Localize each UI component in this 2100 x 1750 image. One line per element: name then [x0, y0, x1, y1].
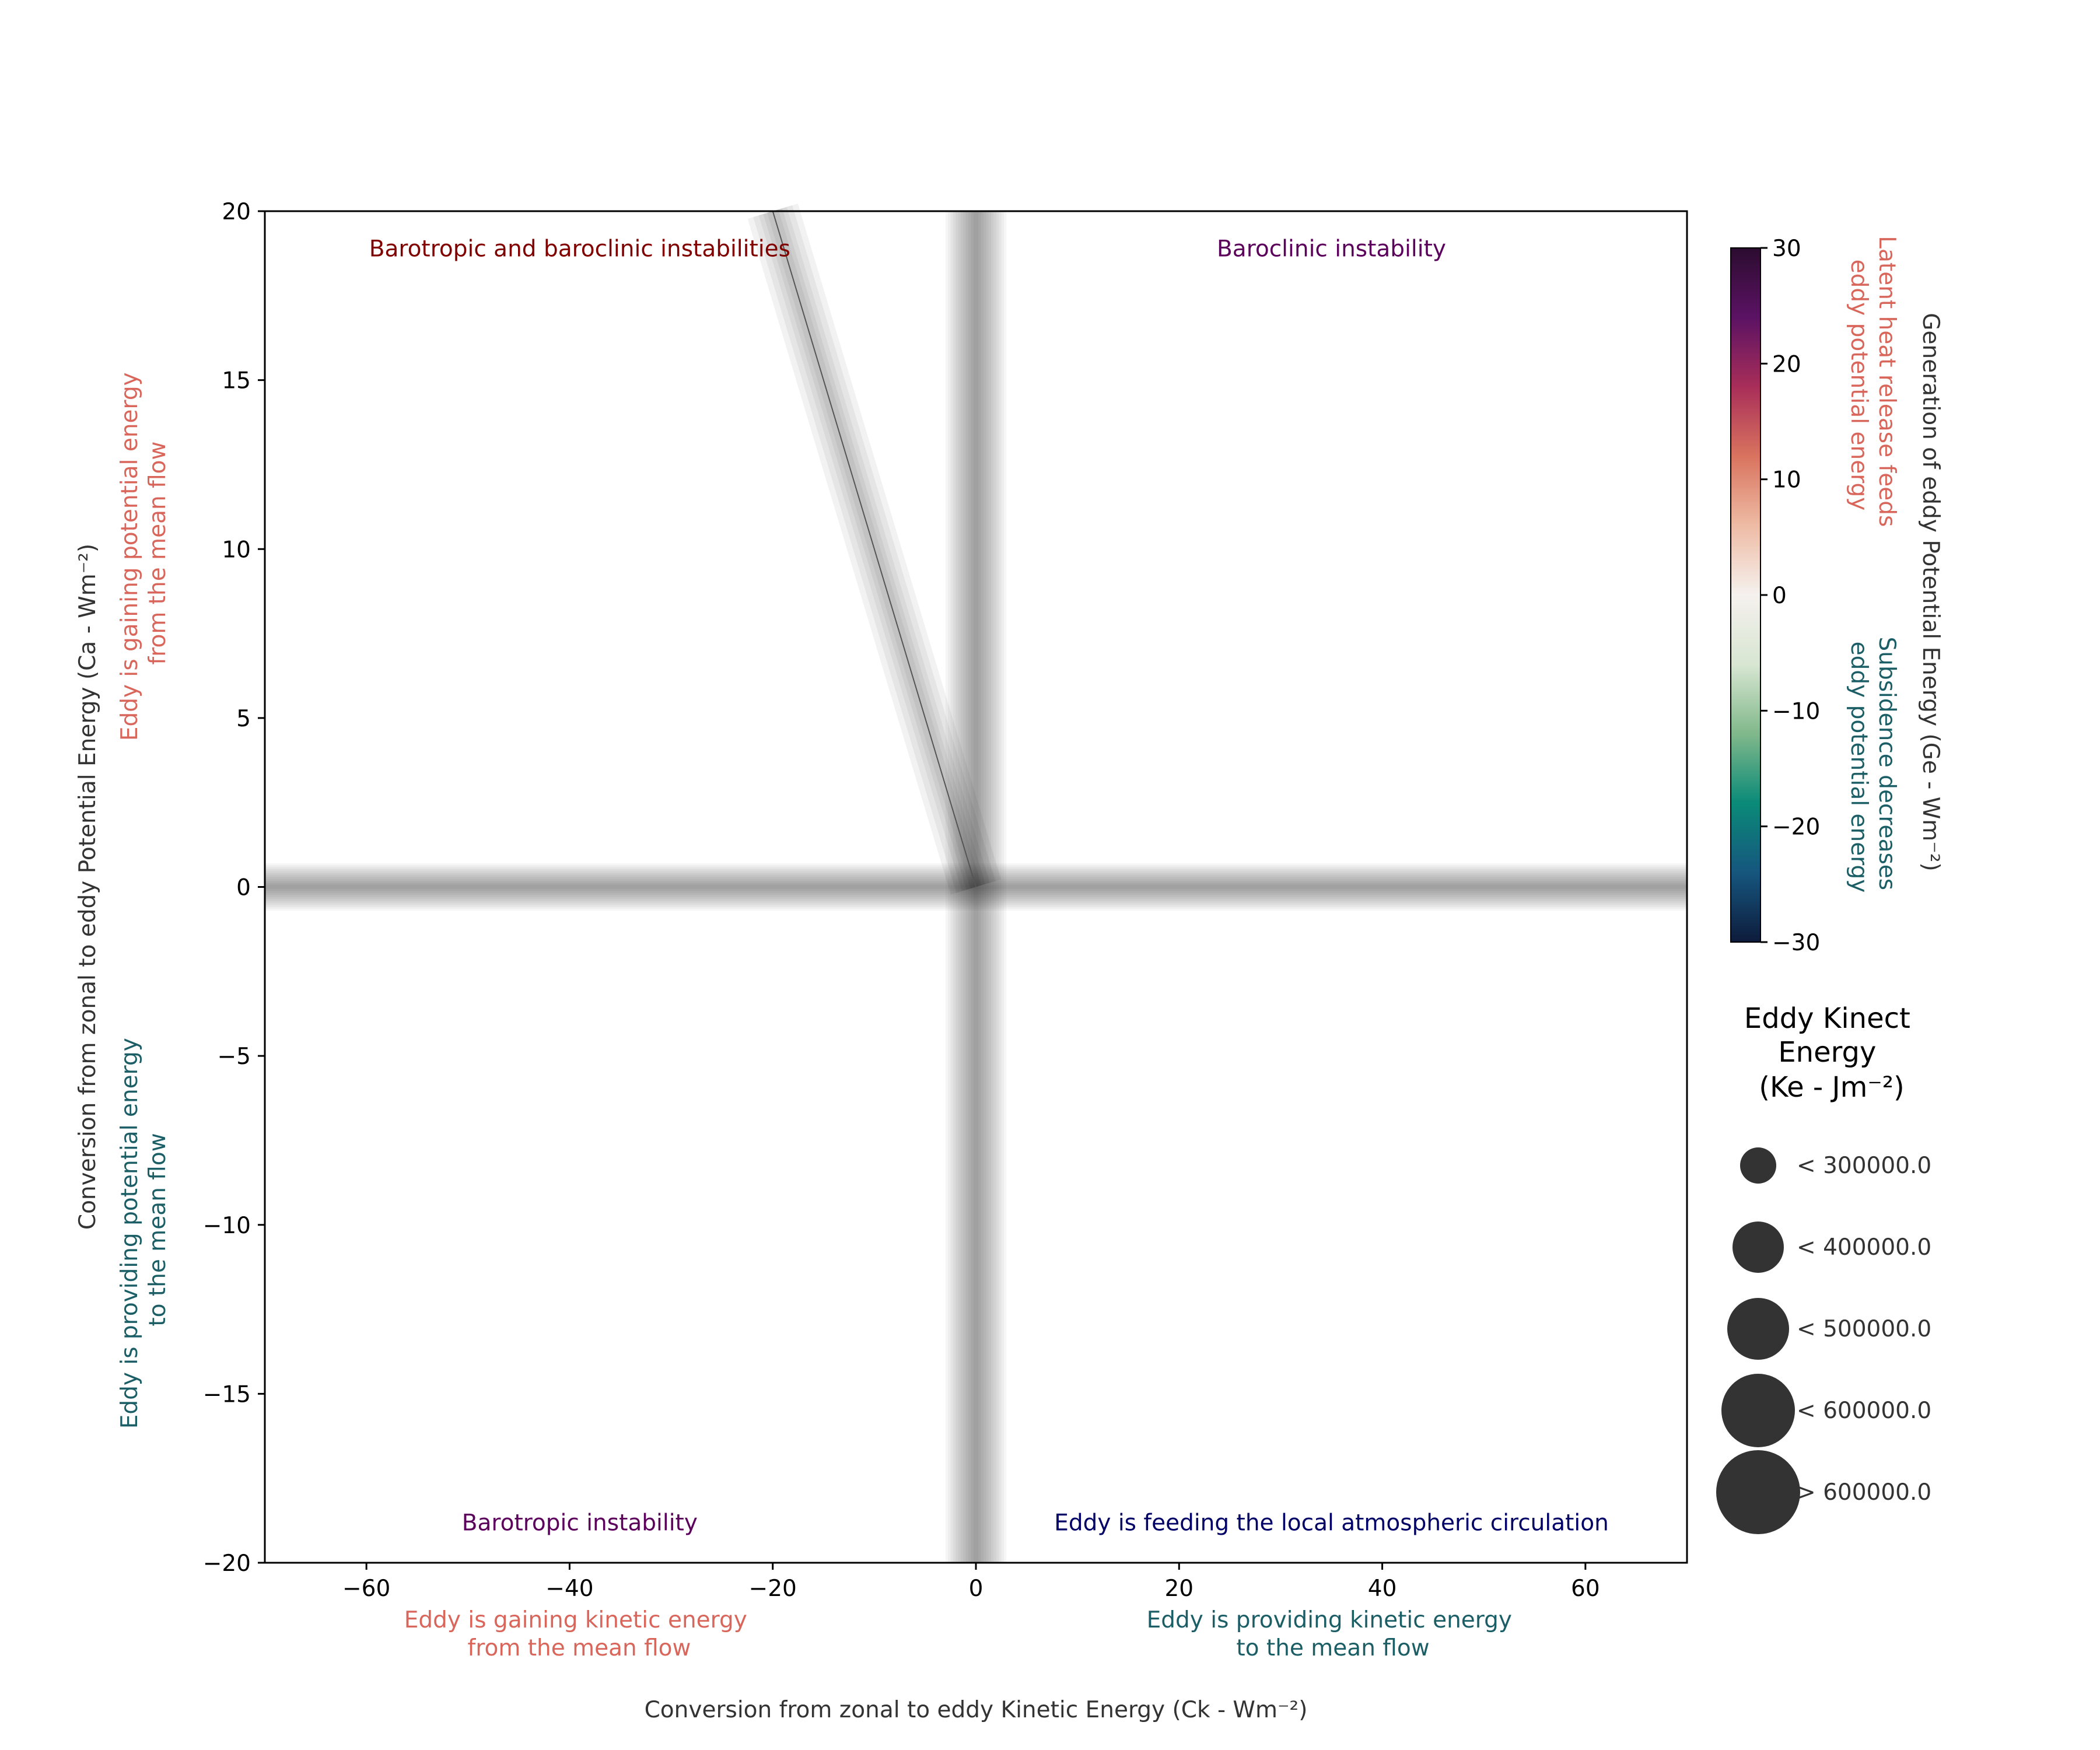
y-axis-label: Conversion from zonal to eddy Potential …: [75, 544, 101, 1230]
colorbar-positive-note: Latent heat release feeds eddy potential…: [1846, 236, 1900, 534]
colorbar-tick-label: −30: [1772, 930, 1820, 956]
quadrant-label: Barotropic instability: [462, 1510, 698, 1536]
colorbar-ticks: −30 −20 −10 0 10 20 30: [1760, 236, 1820, 956]
y-tick-label: 5: [236, 706, 251, 732]
y-tick-label: −20: [203, 1550, 251, 1577]
y-negative-note: Eddy is providing potential energy to th…: [117, 1031, 171, 1429]
size-legend-label: < 500000.0: [1797, 1316, 1931, 1342]
x-tick-label: −60: [342, 1576, 390, 1602]
quadrant-label: Eddy is feeding the local atmospheric ci…: [1054, 1510, 1609, 1536]
x-axis-label: Conversion from zonal to eddy Kinetic En…: [645, 1697, 1308, 1723]
size-legend-label: < 300000.0: [1797, 1153, 1931, 1179]
colorbar-tick-label: −10: [1772, 698, 1820, 724]
y-tick-label: −15: [203, 1381, 251, 1408]
y-positive-note: Eddy is gaining potential energy from th…: [117, 365, 171, 741]
y-tick-label: 20: [222, 199, 251, 225]
y-tick-label: −10: [203, 1213, 251, 1239]
y-tick-label: 10: [222, 537, 251, 563]
colorbar-tick-label: 10: [1772, 467, 1801, 494]
y-tick-label: 15: [222, 368, 251, 394]
y-tick-label: 0: [236, 875, 251, 901]
y-axis-ticks: −20 −15 −10 −5 0 5 10 15 20: [203, 199, 265, 1577]
colorbar-negative-note: Subsidence decreases eddy potential ener…: [1846, 637, 1900, 898]
x-tick-label: −40: [545, 1576, 593, 1602]
size-legend-title: Eddy Kinect Energy (Ke - Jm⁻²): [1744, 1002, 1919, 1104]
x-axis-ticks: −60 −40 −20 0 20 40 60: [342, 1563, 1600, 1602]
colorbar-label: Generation of eddy Potential Energy (Ge …: [1917, 313, 1944, 871]
size-legend-marker: [1716, 1450, 1800, 1534]
size-legend-marker: [1727, 1298, 1789, 1360]
x-negative-note: Eddy is gaining kinetic energy from the …: [404, 1607, 755, 1661]
size-legend-marker: [1740, 1147, 1776, 1184]
y-tick-label: −5: [218, 1044, 251, 1070]
colorbar-tick-label: 20: [1772, 351, 1801, 377]
x-tick-label: −20: [749, 1576, 797, 1602]
quadrant-label: Baroclinic instability: [1217, 236, 1446, 262]
colorbar-tick-label: 0: [1772, 583, 1787, 609]
x-positive-note: Eddy is providing kinetic energy to the …: [1147, 1607, 1520, 1661]
quadrant-labels: Barotropic and baroclinic instabilities B…: [369, 236, 1609, 1536]
size-legend-label: < 400000.0: [1797, 1234, 1931, 1261]
size-legend-label: > 600000.0: [1797, 1479, 1931, 1506]
x-tick-label: 20: [1164, 1576, 1194, 1602]
quadrant-label: Barotropic and baroclinic instabilities: [369, 236, 790, 262]
size-legend-marker: [1721, 1374, 1795, 1447]
size-legend: < 300000.0 < 400000.0 < 500000.0 < 600000.0…: [1716, 1147, 1931, 1534]
trend-line-group: [747, 204, 1002, 895]
x-tick-label: 60: [1571, 1576, 1600, 1602]
x-tick-label: 0: [969, 1576, 984, 1602]
colorbar: [1730, 247, 1761, 943]
size-legend-marker: [1732, 1222, 1784, 1273]
x-tick-label: 40: [1368, 1576, 1397, 1602]
colorbar-tick-label: −20: [1772, 814, 1820, 841]
colorbar-tick-label: 30: [1772, 236, 1801, 262]
size-legend-label: < 600000.0: [1797, 1398, 1931, 1424]
trend-line: [772, 211, 977, 887]
